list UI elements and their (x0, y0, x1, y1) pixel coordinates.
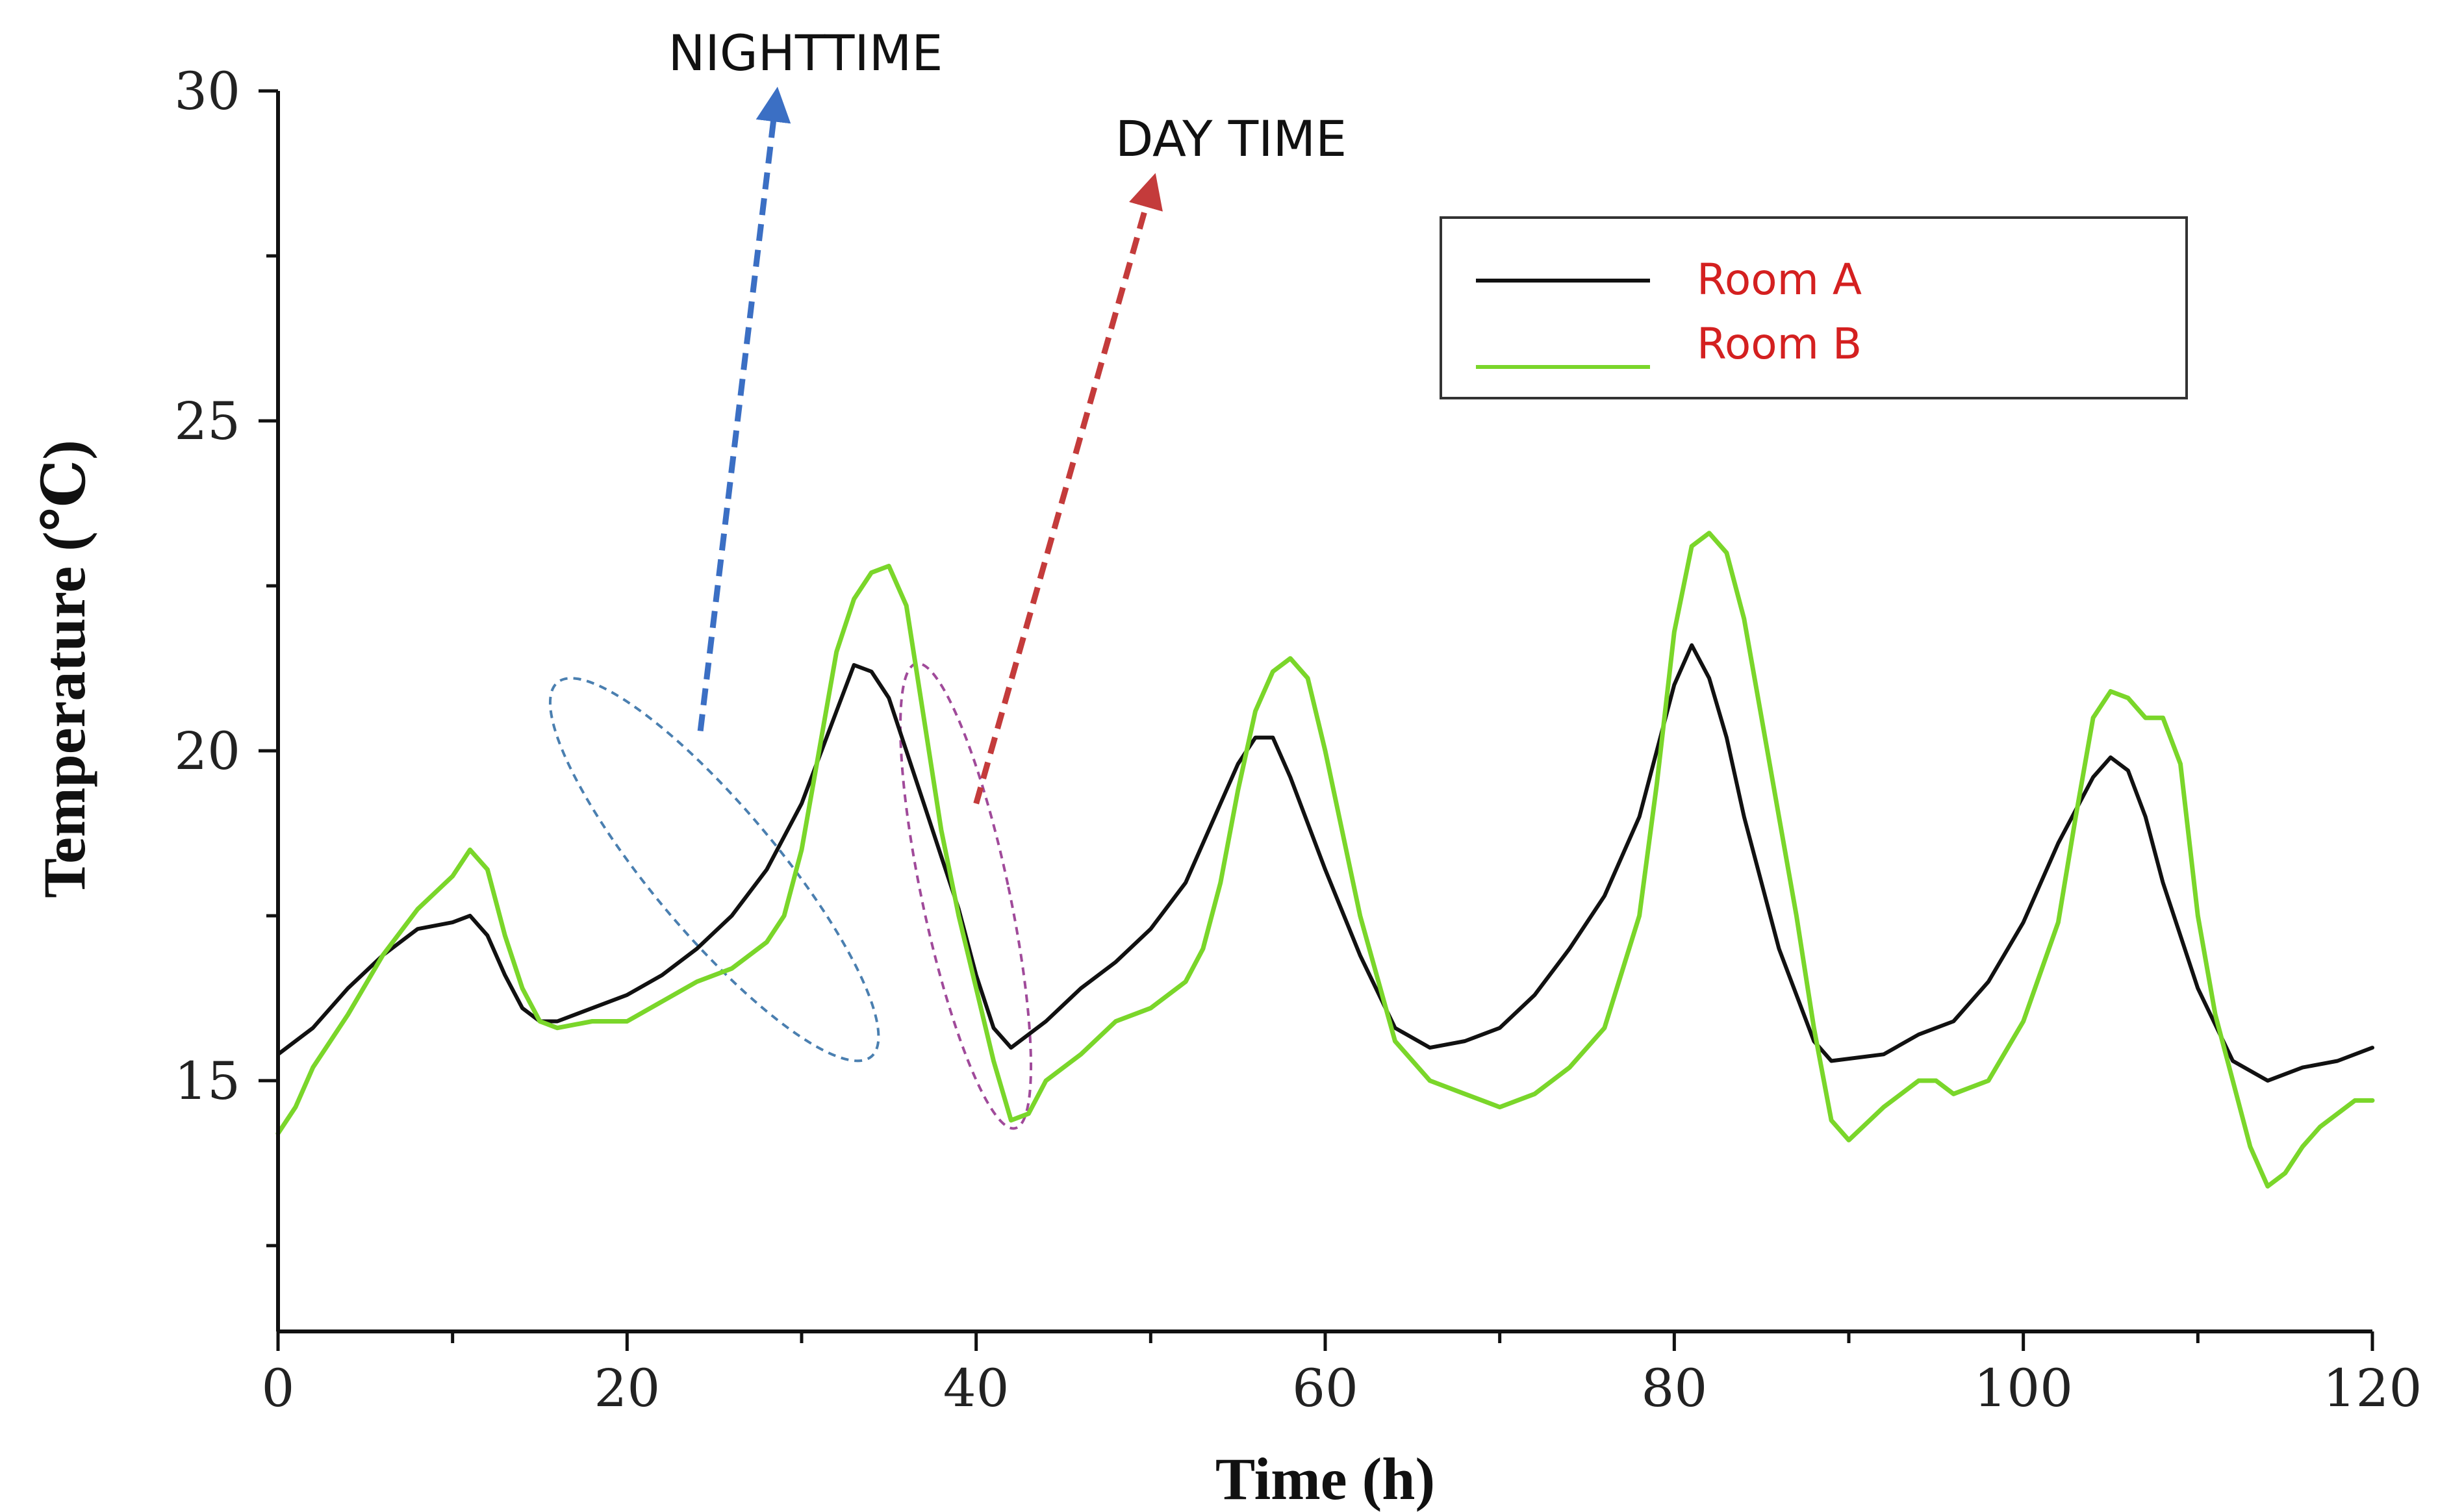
annotations: NIGHTTIME DAY TIME (668, 24, 1347, 805)
nighttime-ellipse (548, 677, 880, 1063)
x-axis-title: Time (h) (1215, 1446, 1435, 1512)
y-tick-label-25: 25 (174, 391, 240, 451)
nighttime-arrow (697, 86, 791, 732)
x-ticks: 0 20 40 60 80 100 120 (262, 1331, 2422, 1418)
legend-label-room-a: Room A (1697, 255, 1862, 305)
legend: Room A Room B (1440, 216, 2188, 399)
y-tick-label-20: 20 (174, 721, 240, 781)
x-tick-label-60: 60 (1292, 1358, 1358, 1418)
y-axis-title: Temperature (℃) (31, 440, 97, 898)
series-line-room-b (275, 531, 2375, 1189)
y-tick-label-15: 15 (174, 1051, 240, 1111)
x-tick-label-80: 80 (1641, 1358, 1707, 1418)
y-ticks: 15 20 25 30 (174, 61, 278, 1248)
daytime-arrow (973, 173, 1163, 805)
daytime-label: DAY TIME (1115, 110, 1347, 168)
x-tick-label-40: 40 (943, 1358, 1009, 1418)
series-line-room-a (276, 643, 2374, 1083)
x-tick-label-100: 100 (1974, 1358, 2073, 1418)
x-tick-label-20: 20 (594, 1358, 660, 1418)
legend-label-room-b: Room B (1697, 319, 1862, 369)
x-tick-label-120: 120 (2323, 1358, 2422, 1418)
y-tick-label-30: 30 (174, 61, 240, 121)
legend-box (1440, 216, 2188, 399)
x-tick-label-0: 0 (262, 1358, 295, 1418)
plot-series (275, 531, 2375, 1189)
nighttime-label: NIGHTTIME (668, 24, 943, 82)
highlight-regions (548, 662, 1033, 1130)
daytime-ellipse (899, 662, 1033, 1130)
